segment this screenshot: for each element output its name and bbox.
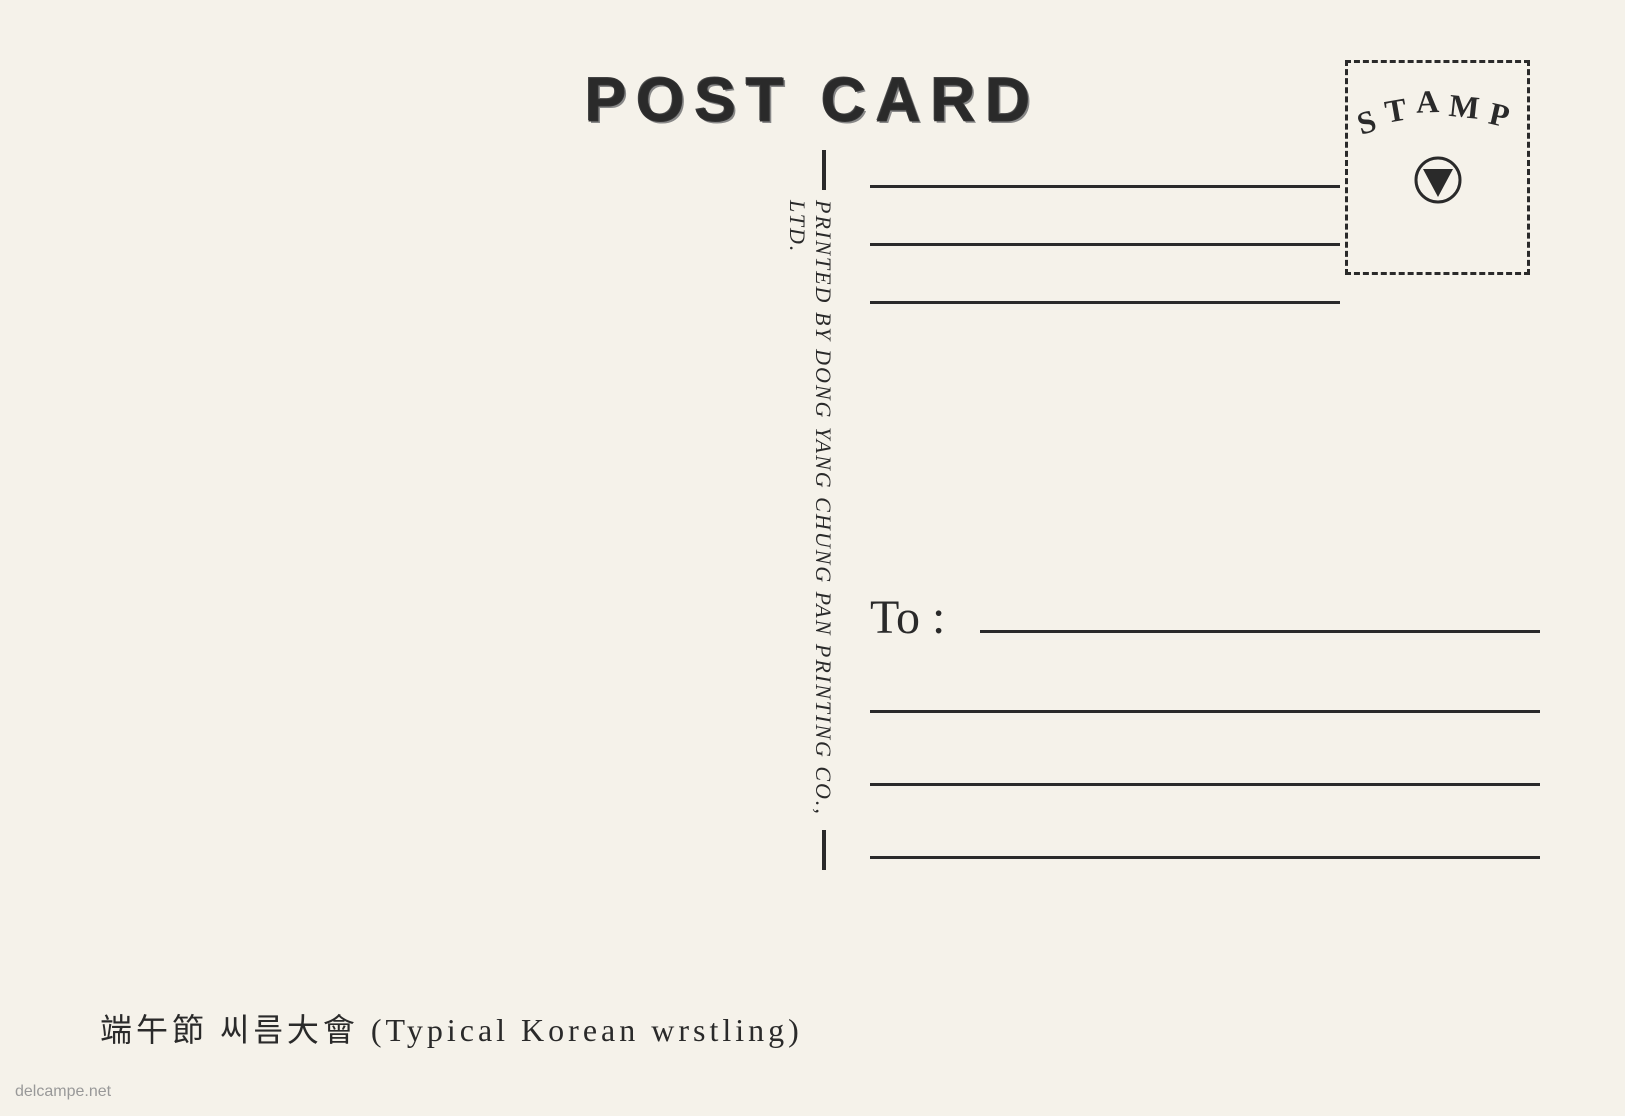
triangle-in-circle-icon xyxy=(1413,155,1463,205)
recipient-line xyxy=(980,630,1540,633)
title-text: POST CARD xyxy=(585,66,1040,135)
recipient-line xyxy=(870,710,1540,713)
divider-top-tick xyxy=(822,150,826,190)
postcard-title: POST CARD xyxy=(585,65,1040,136)
stamp-box: STAMP xyxy=(1345,60,1530,275)
watermark: delcampe.net xyxy=(15,1083,111,1101)
to-first-row: To : xyxy=(870,590,1540,645)
postcard-container: POST CARD STAMP PRINTED BY DONG YANG CHU… xyxy=(0,0,1625,1116)
caption-english: (Typical Korean wrstling) xyxy=(371,1012,803,1048)
recipient-lines xyxy=(870,710,1540,859)
printer-credit: PRINTED BY DONG YANG CHUNG PAN PRINTING … xyxy=(812,200,836,820)
recipient-section: To : xyxy=(870,590,1540,929)
address-line xyxy=(870,243,1340,246)
address-line xyxy=(870,301,1340,304)
recipient-line xyxy=(870,783,1540,786)
recipient-line xyxy=(870,856,1540,859)
stamp-label: STAMP xyxy=(1356,85,1519,128)
postcard-caption: 端午節 씨름大會 (Typical Korean wrstling) xyxy=(100,1005,803,1051)
to-label: To : xyxy=(870,590,970,645)
caption-korean: 端午節 씨름大會 xyxy=(100,1012,359,1048)
upper-address-lines xyxy=(870,185,1340,359)
divider-bottom-tick xyxy=(822,830,826,870)
address-line xyxy=(870,185,1340,188)
